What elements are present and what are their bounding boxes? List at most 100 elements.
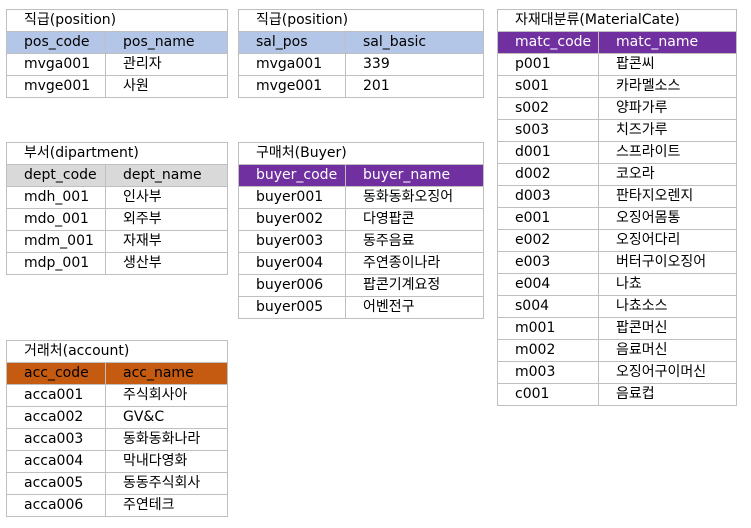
name-cell: 치즈가루 [598, 119, 737, 142]
code-cell: buyer002 [238, 208, 346, 231]
code-cell: buyer004 [238, 252, 346, 275]
name-cell: 관리자 [104, 53, 229, 76]
position-table: 직급(position) pos_code pos_name mvga001 관리… [5, 9, 229, 98]
name-cell: 오징어몸통 [598, 207, 737, 230]
code-cell: acca002 [6, 406, 106, 429]
code-cell: mdp_001 [6, 252, 106, 275]
code-cell: d002 [497, 163, 599, 186]
code-cell: buyer005 [238, 296, 346, 319]
code-cell: c001 [497, 383, 599, 406]
name-cell: 코오라 [598, 163, 737, 186]
table-row: acca003 동화동화나라 [6, 428, 228, 451]
code-cell: mvga001 [6, 53, 106, 76]
table-row: acca002 GV&C [6, 406, 228, 429]
name-cell: 인사부 [104, 186, 229, 209]
department-table: 부서(dipartment) dept_code dept_name mdh_0… [5, 142, 229, 275]
table-title-row: 자재대분류(MaterialCate) [497, 9, 737, 32]
code-cell: e001 [497, 207, 599, 230]
name-cell: 사원 [104, 75, 229, 98]
table-row: mdp_001 생산부 [6, 252, 229, 275]
name-cell: 339 [344, 53, 485, 76]
name-cell: 팝콘씨 [598, 53, 737, 76]
table-row: s002 양파가루 [497, 97, 737, 120]
salary-table: 직급(position) sal_pos sal_basic mvga001 33… [237, 9, 485, 98]
code-cell: mdh_001 [6, 186, 106, 209]
table-row: s004 나쵸소스 [497, 295, 737, 318]
table-title: 직급(position) [237, 9, 485, 32]
code-cell: buyer003 [238, 230, 346, 253]
table-row: d002 코오라 [497, 163, 737, 186]
column-header: matc_name [598, 31, 737, 54]
table-row: buyer006 팝콘기계요정 [238, 274, 485, 297]
name-cell: 어벤전구 [344, 296, 485, 319]
table-header-row: dept_code dept_name [6, 164, 229, 187]
account-table: 거래처(account) acc_code acc_name acca001 주식… [6, 340, 228, 517]
name-cell: 생산부 [104, 252, 229, 275]
table-row: acca004 막내다영화 [6, 450, 228, 473]
column-header: sal_pos [238, 31, 346, 54]
name-cell: 팝콘기계요정 [344, 274, 485, 297]
table-row: m002 음료머신 [497, 339, 737, 362]
code-cell: mdo_001 [6, 208, 106, 231]
name-cell: 외주부 [104, 208, 229, 231]
column-header: pos_name [104, 31, 229, 54]
table-title-row: 부서(dipartment) [5, 142, 229, 165]
material-category-table: 자재대분류(MaterialCate) matc_code matc_name … [497, 9, 737, 406]
table-row: buyer003 동주음료 [238, 230, 485, 253]
column-header: sal_basic [344, 31, 485, 54]
table-title: 구매처(Buyer) [237, 142, 485, 165]
table-header-row: acc_code acc_name [6, 362, 228, 385]
name-cell: 주식회사아 [105, 384, 228, 407]
code-cell: buyer001 [238, 186, 346, 209]
table-title: 직급(position) [5, 9, 229, 32]
table-title-row: 직급(position) [237, 9, 485, 32]
code-cell: mdm_001 [6, 230, 106, 253]
table-row: s003 치즈가루 [497, 119, 737, 142]
code-cell: e003 [497, 251, 599, 274]
code-cell: d001 [497, 141, 599, 164]
name-cell: 동화동화오징어 [344, 186, 485, 209]
code-cell: s003 [497, 119, 599, 142]
table-row: e002 오징어다리 [497, 229, 737, 252]
buyer-table: 구매처(Buyer) buyer_code buyer_name buyer00… [237, 142, 485, 319]
name-cell: 나쵸소스 [598, 295, 737, 318]
code-cell: m003 [497, 361, 599, 384]
table-row: c001 음료컵 [497, 383, 737, 406]
table-header-row: pos_code pos_name [6, 31, 229, 54]
table-row: e001 오징어몸통 [497, 207, 737, 230]
name-cell: 막내다영화 [105, 450, 228, 473]
code-cell: s004 [497, 295, 599, 318]
name-cell: 팝콘머신 [598, 317, 737, 340]
code-cell: acca006 [6, 494, 106, 517]
name-cell: 음료머신 [598, 339, 737, 362]
table-header-row: sal_pos sal_basic [238, 31, 485, 54]
table-row: s001 카라멜소스 [497, 75, 737, 98]
code-cell: p001 [497, 53, 599, 76]
code-cell: d003 [497, 185, 599, 208]
name-cell: 다영팝콘 [344, 208, 485, 231]
table-row: d001 스프라이트 [497, 141, 737, 164]
code-cell: mvga001 [238, 53, 346, 76]
name-cell: 버터구이오징어 [598, 251, 737, 274]
column-header: dept_name [104, 164, 229, 187]
table-row: p001 팝콘씨 [497, 53, 737, 76]
code-cell: mvge001 [6, 75, 106, 98]
name-cell: 오징어다리 [598, 229, 737, 252]
column-header: acc_code [6, 362, 106, 385]
table-title-row: 구매처(Buyer) [237, 142, 485, 165]
table-row: d003 판타지오렌지 [497, 185, 737, 208]
code-cell: s002 [497, 97, 599, 120]
name-cell: 동화동화나라 [105, 428, 228, 451]
code-cell: s001 [497, 75, 599, 98]
table-row: acca001 주식회사아 [6, 384, 228, 407]
table-row: mvge001 201 [238, 75, 485, 98]
table-row: mvge001 사원 [6, 75, 229, 98]
column-header: pos_code [6, 31, 106, 54]
name-cell: 자재부 [104, 230, 229, 253]
code-cell: acca003 [6, 428, 106, 451]
name-cell: 주연종이나라 [344, 252, 485, 275]
code-cell: acca004 [6, 450, 106, 473]
column-header: dept_code [6, 164, 106, 187]
name-cell: 오징어구이머신 [598, 361, 737, 384]
table-row: buyer001 동화동화오징어 [238, 186, 485, 209]
